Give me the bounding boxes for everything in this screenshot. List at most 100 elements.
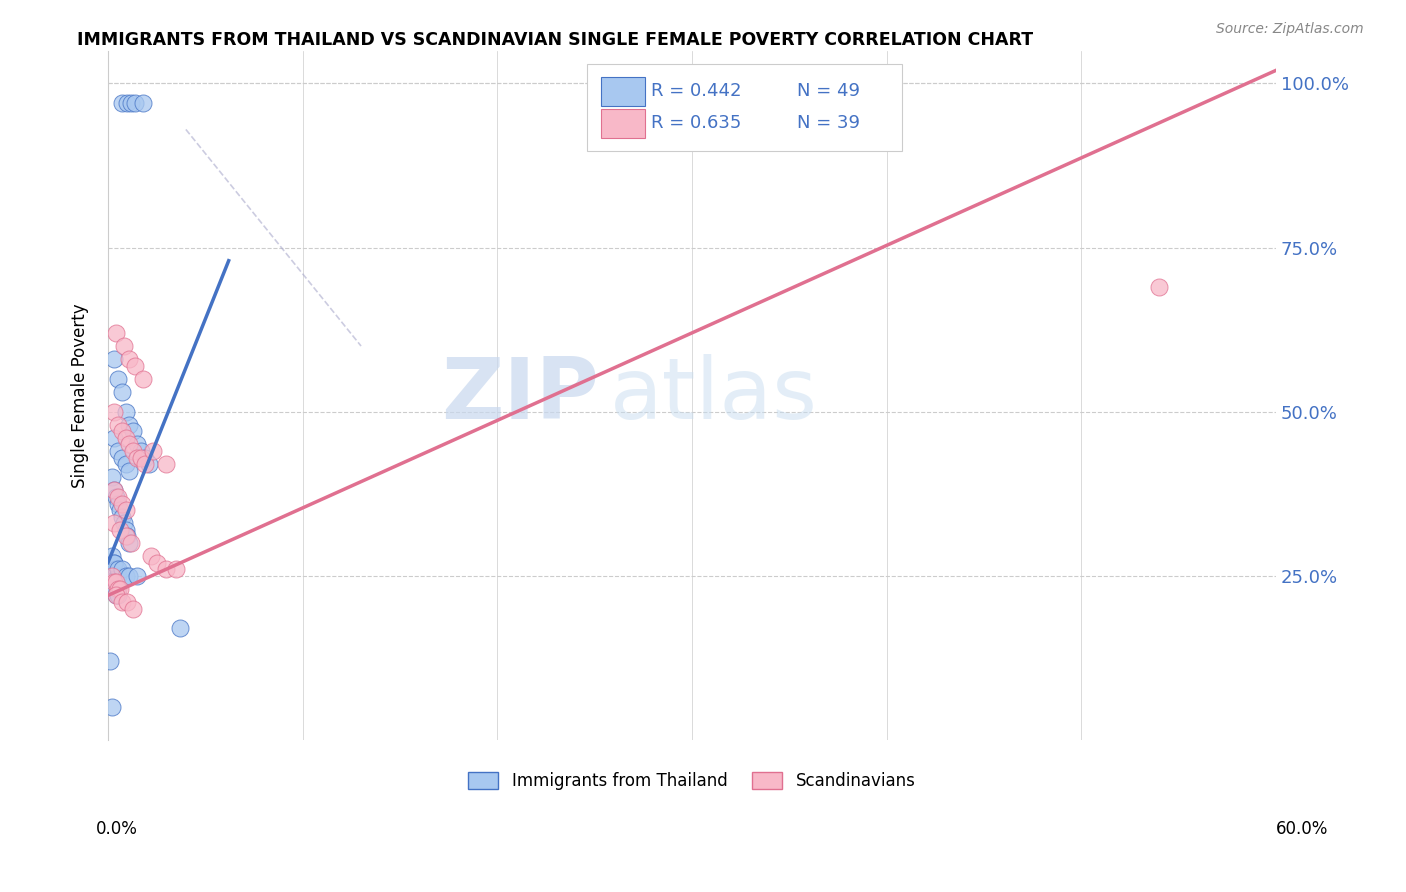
Point <box>122 425 145 439</box>
FancyBboxPatch shape <box>600 109 645 137</box>
Point <box>110 496 132 510</box>
Y-axis label: Single Female Poverty: Single Female Poverty <box>72 303 89 488</box>
Point <box>120 536 142 550</box>
Point <box>110 595 132 609</box>
Point <box>104 562 127 576</box>
Point <box>114 431 136 445</box>
Point <box>110 425 132 439</box>
Point <box>103 516 125 531</box>
Point <box>127 437 149 451</box>
Point <box>114 529 136 543</box>
Point <box>138 457 160 471</box>
Point <box>110 450 132 465</box>
Point <box>134 457 156 471</box>
Point <box>112 339 135 353</box>
Point <box>114 457 136 471</box>
Point <box>107 589 129 603</box>
Point <box>107 417 129 432</box>
Point <box>107 496 129 510</box>
Point <box>132 372 155 386</box>
Text: R = 0.635: R = 0.635 <box>651 114 741 132</box>
Text: ZIP: ZIP <box>441 354 599 437</box>
Point <box>107 568 129 582</box>
Point <box>107 490 129 504</box>
Text: Source: ZipAtlas.com: Source: ZipAtlas.com <box>1216 22 1364 37</box>
Point <box>101 549 124 563</box>
Point <box>169 621 191 635</box>
Point <box>101 700 124 714</box>
Point <box>145 556 167 570</box>
Point <box>124 359 146 373</box>
Point <box>132 96 155 111</box>
Point <box>104 326 127 340</box>
Point <box>103 352 125 367</box>
Point <box>118 437 141 451</box>
Text: R = 0.442: R = 0.442 <box>651 82 741 100</box>
Text: IMMIGRANTS FROM THAILAND VS SCANDINAVIAN SINGLE FEMALE POVERTY CORRELATION CHART: IMMIGRANTS FROM THAILAND VS SCANDINAVIAN… <box>77 31 1033 49</box>
Point <box>104 490 127 504</box>
Point <box>118 568 141 582</box>
Point <box>103 483 125 498</box>
Point <box>165 562 187 576</box>
Text: 60.0%: 60.0% <box>1277 820 1329 838</box>
Point <box>108 523 131 537</box>
Point <box>103 575 125 590</box>
Point <box>114 503 136 517</box>
Point <box>1147 280 1170 294</box>
Text: 0.0%: 0.0% <box>96 820 138 838</box>
Point <box>127 450 149 465</box>
Point <box>103 582 125 596</box>
Point <box>108 503 131 517</box>
Point <box>127 568 149 582</box>
Point <box>110 96 132 111</box>
Point <box>98 575 121 590</box>
Point <box>103 431 125 445</box>
FancyBboxPatch shape <box>600 77 645 106</box>
Point <box>139 549 162 563</box>
Point <box>103 404 125 418</box>
Point <box>108 582 131 596</box>
Point <box>122 444 145 458</box>
Point <box>118 417 141 432</box>
Point <box>101 582 124 596</box>
Legend: Immigrants from Thailand, Scandinavians: Immigrants from Thailand, Scandinavians <box>461 765 922 797</box>
Point <box>117 529 139 543</box>
Point <box>101 470 124 484</box>
Point <box>103 556 125 570</box>
Point <box>103 483 125 498</box>
Point <box>134 450 156 465</box>
Point <box>110 509 132 524</box>
Point <box>110 562 132 576</box>
Point <box>117 96 139 111</box>
Point <box>104 589 127 603</box>
Point <box>114 568 136 582</box>
Point <box>129 450 152 465</box>
Point <box>98 654 121 668</box>
Point <box>107 444 129 458</box>
Point <box>110 384 132 399</box>
Point <box>120 96 142 111</box>
Point <box>118 536 141 550</box>
Point <box>112 516 135 531</box>
Point <box>124 96 146 111</box>
Point <box>122 601 145 615</box>
Point <box>107 372 129 386</box>
FancyBboxPatch shape <box>586 64 903 151</box>
Point <box>104 589 127 603</box>
Point <box>118 464 141 478</box>
Point <box>129 444 152 458</box>
Point <box>114 404 136 418</box>
Point <box>103 556 125 570</box>
Point <box>155 562 177 576</box>
Text: N = 39: N = 39 <box>797 114 860 132</box>
Point <box>155 457 177 471</box>
Point <box>117 595 139 609</box>
Point <box>104 575 127 590</box>
Point <box>107 582 129 596</box>
Point <box>118 352 141 367</box>
Point <box>142 444 165 458</box>
Point <box>101 568 124 582</box>
Point <box>114 523 136 537</box>
Text: N = 49: N = 49 <box>797 82 860 100</box>
Text: atlas: atlas <box>610 354 818 437</box>
